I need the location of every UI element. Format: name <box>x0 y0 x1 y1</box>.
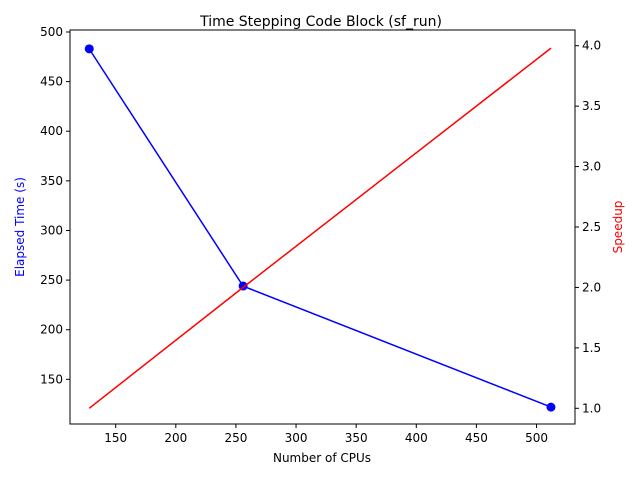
x-tick-label: 450 <box>465 431 488 445</box>
chart-title: Time Stepping Code Block (sf_run) <box>199 14 442 30</box>
y-tick-label-left: 200 <box>40 323 63 337</box>
y-axis-title-right: Speedup <box>611 201 625 254</box>
x-tick-label: 150 <box>104 431 127 445</box>
x-tick-label: 200 <box>164 431 187 445</box>
x-tick-label: 300 <box>285 431 308 445</box>
axis-layer: 150 200 250 300 350 400 450 500 150 200 250 300 350 4… <box>40 25 601 445</box>
y-tick-label-left: 500 <box>40 25 63 39</box>
y-tick-label-right: 1.5 <box>582 341 601 355</box>
y-tick-label-left: 250 <box>40 273 63 287</box>
y-tick-label-right: 2.5 <box>582 220 601 234</box>
elapsed-time-point <box>546 402 556 412</box>
y-tick-label-right: 3.5 <box>582 99 601 113</box>
speedup-line <box>88 47 552 409</box>
y-tick-label-left: 300 <box>40 223 63 237</box>
y-tick-label-right: 1.0 <box>582 401 601 415</box>
series-layer <box>84 44 556 412</box>
x-tick-label: 350 <box>345 431 368 445</box>
y-tick-label-left: 400 <box>40 124 63 138</box>
y-tick-label-right: 4.0 <box>582 39 601 53</box>
y-tick-label-right: 2.0 <box>582 280 601 294</box>
y-tick-label-left: 150 <box>40 372 63 386</box>
x-tick-label: 500 <box>525 431 548 445</box>
y-tick-label-left: 450 <box>40 75 63 89</box>
elapsed-time-point <box>84 44 94 54</box>
x-axis-title: Number of CPUs <box>273 451 371 465</box>
y-axis-title-left: Elapsed Time (s) <box>13 177 27 277</box>
y-tick-label-right: 3.0 <box>582 160 601 174</box>
y-tick-label-left: 350 <box>40 174 63 188</box>
x-tick-label: 400 <box>405 431 428 445</box>
x-tick-label: 250 <box>224 431 247 445</box>
